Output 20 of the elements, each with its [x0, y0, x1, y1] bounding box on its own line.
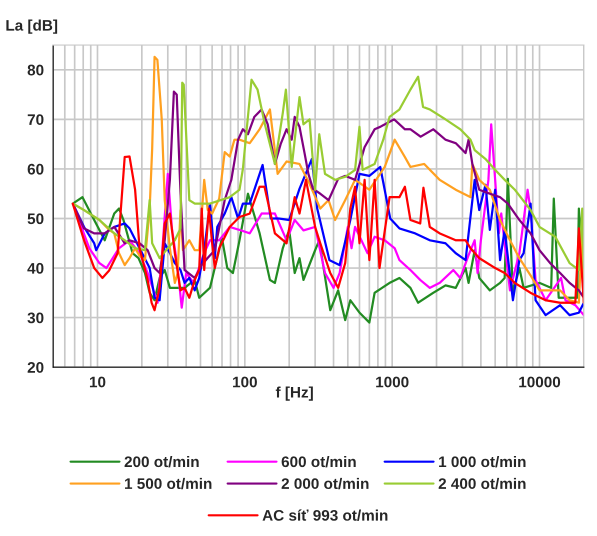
y-tick-label: 20 — [28, 362, 44, 373]
y-tick-label: 50 — [28, 213, 44, 224]
y-axis-title: La [dB] — [6, 20, 58, 34]
x-axis-title: f [Hz] — [276, 386, 313, 401]
legend-label: 1 000 ot/min — [439, 456, 526, 468]
legend-label: 2 000 ot/min — [282, 478, 368, 490]
legend-label: 200 ot/min — [124, 456, 199, 468]
x-tick-label: 10 — [90, 376, 106, 388]
legend-label: 1 500 ot/min — [125, 478, 212, 490]
x-tick-label: 1000 — [376, 376, 409, 388]
x-tick-label: 10000 — [519, 376, 560, 388]
legend-label: AC síť 993 ot/min — [262, 509, 388, 521]
legend-label: 600 ot/min — [282, 456, 356, 468]
y-tick-label: 70 — [28, 114, 44, 126]
y-tick-label: 30 — [27, 312, 44, 324]
x-tick-label: 100 — [233, 376, 257, 388]
y-tick-label: 80 — [28, 64, 44, 76]
y-tick-label: 40 — [27, 262, 44, 274]
y-tick-label: 60 — [28, 164, 44, 175]
legend-label: 2 400 ot/min — [438, 478, 526, 490]
